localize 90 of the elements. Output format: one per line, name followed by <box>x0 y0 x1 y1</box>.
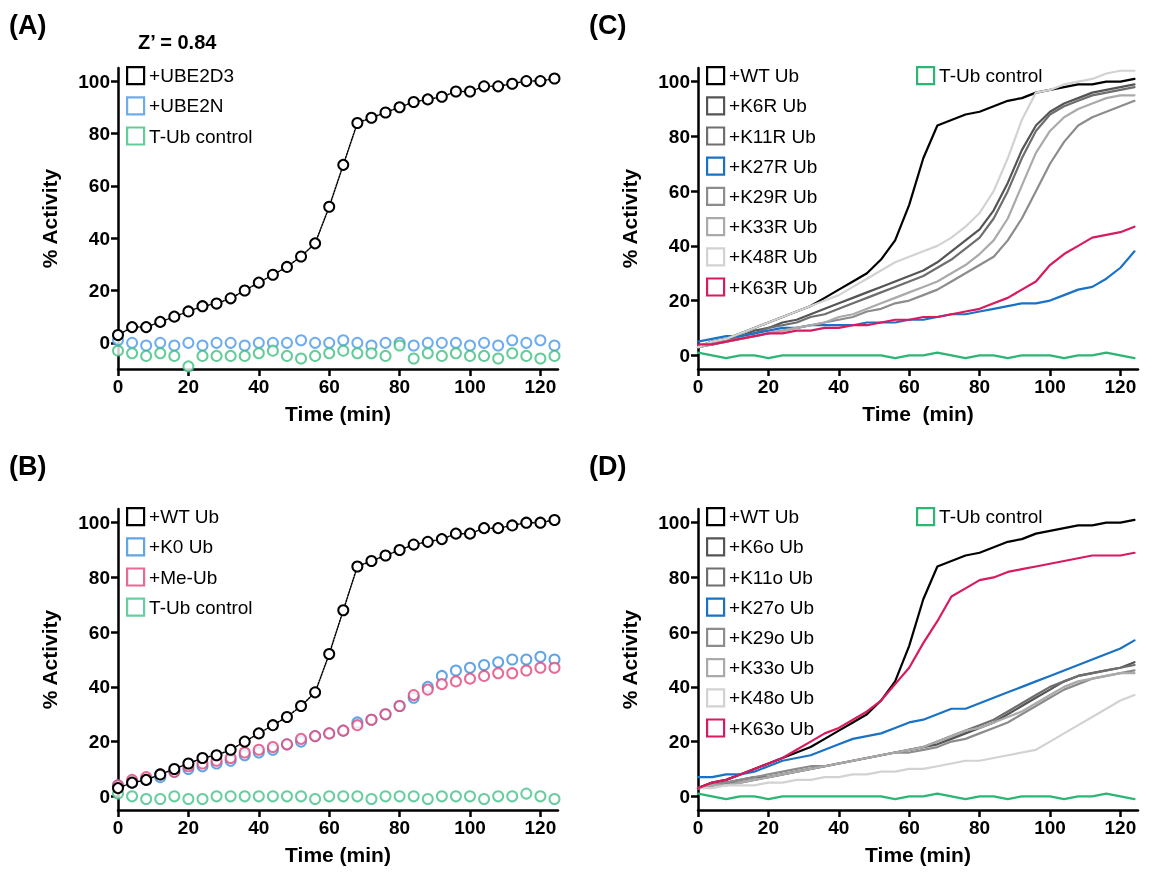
x-tick-label: 20 <box>757 376 779 397</box>
legend-label: +K63o Ub <box>729 717 815 739</box>
x-tick-label: 0 <box>692 376 704 397</box>
x-tick-label: 100 <box>454 376 486 397</box>
x-tick-label: 20 <box>177 817 199 838</box>
legend-label: +K11o Ub <box>729 566 813 588</box>
x-tick-label: 60 <box>898 376 920 397</box>
x-tick-label: 60 <box>898 817 920 838</box>
y-tick-label: 40 <box>88 676 110 698</box>
x-tick-label: 120 <box>1104 817 1137 838</box>
y-axis-title: % Activity <box>618 609 641 710</box>
legend-label: +K27R Ub <box>729 155 818 177</box>
x-axis-title: Time (min) <box>862 402 974 425</box>
y-tick-label: 40 <box>668 676 690 698</box>
y-tick-label: 80 <box>88 566 110 588</box>
legend-label: +K0 Ub <box>149 536 214 558</box>
y-tick-label: 0 <box>99 785 110 807</box>
x-tick-label: 120 <box>524 817 557 838</box>
x-tick-label: 120 <box>524 376 557 397</box>
legend-label: +K6R Ub <box>729 95 807 117</box>
y-tick-label: 80 <box>668 566 690 588</box>
y-tick-label: 0 <box>679 785 690 807</box>
legend-label: T-Ub control <box>149 125 253 147</box>
x-tick-label: 0 <box>692 817 704 838</box>
x-tick-label: 40 <box>248 376 270 397</box>
text: Z’ = 0.84 <box>138 31 218 53</box>
legend-label: +WT Ub <box>729 65 799 87</box>
y-tick-label: 60 <box>668 621 690 643</box>
legend-label: +K33R Ub <box>729 216 818 238</box>
x-tick-label: 20 <box>757 817 779 838</box>
y-tick-label: 20 <box>668 731 690 753</box>
x-tick-label: 40 <box>828 376 850 397</box>
x-tick-label: 40 <box>248 817 270 838</box>
y-tick-label: 100 <box>658 512 690 534</box>
y-tick-label: 0 <box>99 332 110 354</box>
legend-label: +UBE2N <box>149 95 224 117</box>
legend-label: +K48R Ub <box>729 246 818 268</box>
legend-label: +K33o Ub <box>729 657 815 679</box>
y-tick-label: 80 <box>88 122 110 144</box>
x-tick-label: 80 <box>389 817 411 838</box>
legend-label: T-Ub control <box>149 596 253 618</box>
x-tick-label: 100 <box>454 817 486 838</box>
legend-label: +K6o Ub <box>729 536 804 558</box>
x-tick-label: 20 <box>177 376 199 397</box>
y-tick-label: 40 <box>88 227 110 249</box>
x-tick-label: 60 <box>318 817 340 838</box>
legend-label: +K29o Ub <box>729 626 815 648</box>
y-tick-label: 100 <box>78 512 110 534</box>
x-tick-label: 80 <box>389 376 411 397</box>
legend-label: T-Ub control <box>939 506 1043 528</box>
legend-label: +K27o Ub <box>729 596 815 618</box>
chart-title: (A) <box>9 9 47 40</box>
x-axis-title: Time (min) <box>285 402 391 425</box>
legend-label: +WT Ub <box>149 506 219 528</box>
legend-label: T-Ub control <box>939 65 1043 87</box>
legend-label: +K29R Ub <box>729 185 818 207</box>
x-tick-label: 100 <box>1034 817 1066 838</box>
y-tick-label: 20 <box>88 731 110 753</box>
y-tick-label: 20 <box>88 279 110 301</box>
y-tick-label: 20 <box>668 290 690 312</box>
y-tick-label: 40 <box>668 235 690 257</box>
y-tick-label: 60 <box>88 175 110 197</box>
y-axis-title: % Activity <box>38 168 61 269</box>
legend-label: +K11R Ub <box>729 125 816 147</box>
chart-title: (D) <box>589 450 627 481</box>
chart-title: (B) <box>9 450 47 481</box>
y-tick-label: 60 <box>88 621 110 643</box>
legend-label: +Me-Ub <box>149 566 218 588</box>
legend-label: +WT Ub <box>729 506 799 528</box>
chart-title: (C) <box>589 9 627 40</box>
x-tick-label: 100 <box>1034 376 1066 397</box>
y-tick-label: 60 <box>668 180 690 202</box>
x-tick-label: 0 <box>112 817 124 838</box>
x-tick-label: 120 <box>1104 376 1137 397</box>
x-tick-label: 80 <box>969 817 991 838</box>
legend-label: +K48o Ub <box>729 687 815 709</box>
y-tick-label: 100 <box>78 70 110 92</box>
x-tick-label: 80 <box>969 376 991 397</box>
x-axis-title: Time (min) <box>285 843 391 866</box>
y-tick-label: 80 <box>668 125 690 147</box>
x-tick-label: 60 <box>318 376 340 397</box>
x-tick-label: 40 <box>828 817 850 838</box>
y-tick-label: 100 <box>658 71 690 93</box>
y-axis-title: % Activity <box>38 609 61 710</box>
legend-label: +K63R Ub <box>729 276 818 298</box>
y-axis-title: % Activity <box>618 168 641 269</box>
y-tick-label: 0 <box>679 344 690 366</box>
x-tick-label: 0 <box>112 376 124 397</box>
x-axis-title: Time (min) <box>865 843 971 866</box>
legend-label: +UBE2D3 <box>149 65 235 87</box>
